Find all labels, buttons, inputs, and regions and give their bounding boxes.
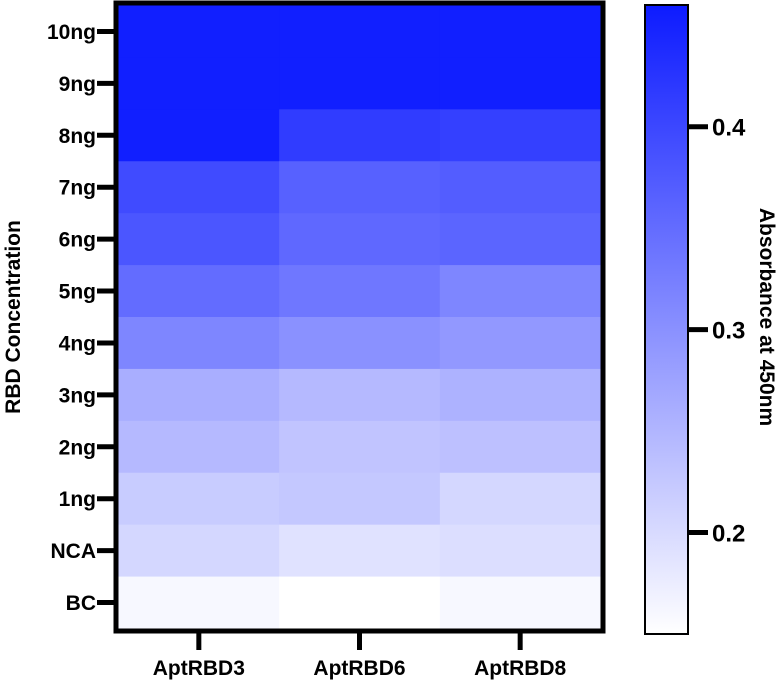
heatmap-cell bbox=[279, 57, 441, 110]
heatmap-cell bbox=[279, 265, 441, 318]
heatmap-cell bbox=[118, 472, 280, 526]
heatmap-cell bbox=[279, 524, 441, 578]
y-axis-ticks: 10ng 9ng 8ng 7ng 6ng 5ng 4ng 3ng 2ng 1ng NCA BC bbox=[47, 21, 116, 615]
heatmap-cell bbox=[439, 317, 602, 370]
heatmap-cell bbox=[118, 524, 280, 578]
heatmap-cell bbox=[439, 420, 602, 474]
colorbar-tick-label: 0.4 bbox=[712, 115, 746, 142]
x-tick-label: AptRBD6 bbox=[313, 657, 405, 680]
x-tick-label: AptRBD3 bbox=[153, 657, 245, 680]
colorbar-tick-label: 0.2 bbox=[712, 521, 745, 548]
colorbar-ticks: 0.2 0.3 0.4 bbox=[688, 115, 746, 548]
y-tick-label: BC bbox=[66, 592, 96, 615]
y-tick-label: 8ng bbox=[59, 125, 96, 148]
heatmap-cell bbox=[118, 109, 280, 162]
heatmap-cell bbox=[279, 576, 441, 630]
colorbar-label: Absorbance at 450nm bbox=[755, 208, 778, 426]
y-axis-label: RBD Concentration bbox=[2, 220, 25, 414]
heatmap-cell bbox=[118, 5, 280, 59]
heatmap-cell bbox=[439, 161, 602, 214]
heatmap-cell bbox=[439, 57, 602, 110]
heatmap-cell bbox=[279, 368, 441, 422]
colorbar bbox=[644, 4, 689, 635]
heatmap-cell bbox=[439, 109, 602, 162]
heatmap-cell bbox=[118, 317, 280, 370]
heatmap-cell bbox=[279, 5, 441, 59]
heatmap-cell bbox=[118, 161, 280, 214]
heatmap-cell bbox=[118, 213, 280, 266]
y-tick-label: 7ng bbox=[59, 177, 96, 200]
heatmap-cell bbox=[439, 576, 602, 630]
heatmap-cell bbox=[439, 265, 602, 318]
y-tick-label: 5ng bbox=[59, 281, 96, 304]
x-tick-label: AptRBD8 bbox=[474, 657, 566, 680]
heatmap-cell bbox=[439, 472, 602, 526]
heatmap-cell bbox=[439, 524, 602, 578]
y-tick-label: 9ng bbox=[59, 73, 96, 96]
y-tick-label: 10ng bbox=[47, 21, 96, 44]
heatmap-cells bbox=[118, 5, 602, 630]
heatmap-cell bbox=[279, 109, 441, 162]
y-tick-label: 2ng bbox=[59, 436, 96, 459]
heatmap-cell bbox=[118, 57, 280, 110]
heatmap-cell bbox=[118, 420, 280, 474]
heatmap-cell bbox=[279, 472, 441, 526]
heatmap-cell bbox=[279, 317, 441, 370]
y-tick-label: 1ng bbox=[59, 488, 96, 511]
y-tick-label: 6ng bbox=[59, 229, 96, 252]
heatmap-cell bbox=[439, 213, 602, 266]
colorbar-tick-label: 0.3 bbox=[712, 318, 745, 345]
heatmap-cell bbox=[439, 5, 602, 59]
heatmap-cell bbox=[279, 420, 441, 474]
heatmap-cell bbox=[279, 213, 441, 266]
heatmap-cell bbox=[118, 576, 280, 630]
y-tick-label: 3ng bbox=[59, 384, 96, 407]
x-axis-ticks: AptRBD3 AptRBD6 AptRBD8 bbox=[153, 631, 567, 680]
heatmap-cell bbox=[279, 161, 441, 214]
y-tick-label: 4ng bbox=[59, 332, 96, 355]
y-tick-label: NCA bbox=[51, 540, 97, 563]
heatmap-cell bbox=[118, 368, 280, 422]
heatmap-cell bbox=[118, 265, 280, 318]
heatmap-cell bbox=[439, 368, 602, 422]
